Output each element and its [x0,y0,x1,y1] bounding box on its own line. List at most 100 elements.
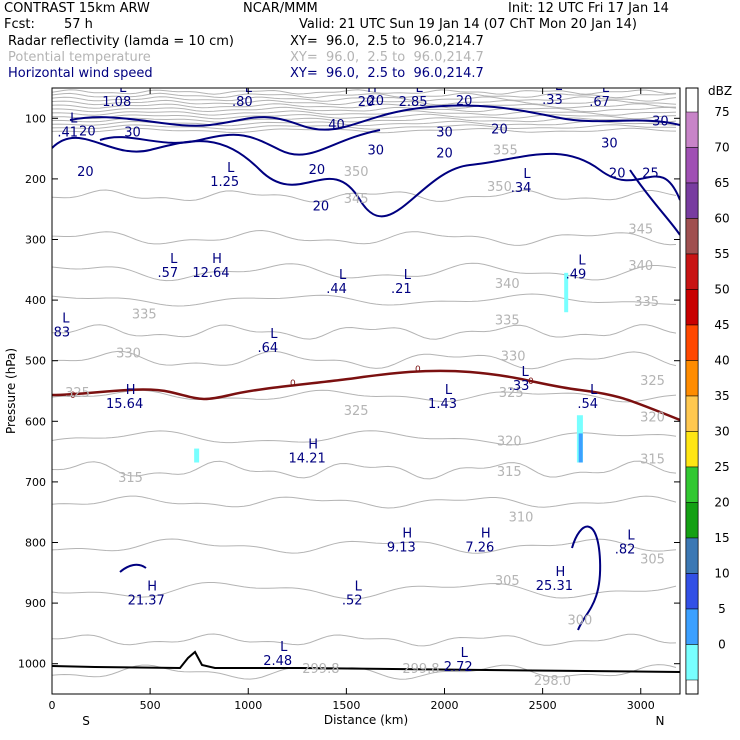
theta-contour-dense [52,113,677,120]
terrain [52,650,680,673]
valid-time: Valid: 21 UTC Sun 19 Jan 14 (07 ChT Mon … [299,17,637,32]
x-axis-label: Distance (km) [324,713,408,727]
theta-contour-label: 310 [509,510,534,525]
extremum-type: L [62,311,70,326]
theta-contour [52,189,677,203]
x-tick-label: 1000 [234,699,262,712]
colorbar-swatch [685,466,699,503]
y-tick-label: 800 [25,537,46,550]
extremum-type: L [170,252,178,267]
colorbar-label: 30 [714,425,729,439]
extremum-value: .44 [326,282,347,297]
extremum-value: 14.21 [289,452,326,467]
theta-contour-label: 299.8 [402,662,439,677]
zero-contour [52,369,680,422]
wind-contour-label: 20 [456,94,473,109]
extremum-type: L [227,161,235,176]
wind-contour [571,525,602,631]
extremum-type: H [402,527,412,542]
extremum-value: 12.64 [192,266,229,281]
extremum-value: 1.25 [210,175,239,190]
wind-contour-label: 20 [313,199,330,214]
fcst-label: Fcst: [4,17,35,32]
extremum-value: .33 [542,93,563,108]
wind-contour-label: 30 [124,125,141,140]
extremum-value: .33 [509,379,530,394]
theta-contour-dense [52,103,676,109]
wind-contour-label: 40 [328,118,345,133]
x-tick-label: 2500 [529,699,557,712]
theta-contour-label: 350 [487,180,512,195]
colorbar-swatch [685,289,699,326]
extremum-type: H [212,252,222,267]
theta-contour [52,293,677,307]
terrain-line [52,650,680,673]
wind-contour-label: 30 [601,136,618,151]
theta-contour-label: 298.0 [534,674,571,689]
colorbar-label: 10 [714,567,729,581]
theta-contour-label: 325 [640,374,665,389]
model-title: CONTRAST 15km ARW [4,1,150,16]
theta-contour [52,350,677,370]
theta-contour-label: 340 [495,277,520,292]
y-tick-label: 600 [25,415,46,428]
extremum-type: L [415,81,423,96]
theta-contour-label: 315 [640,453,665,468]
extremum-value: .82 [615,542,636,557]
wind-contour-label: 20 [609,167,626,182]
y-tick-label: 500 [25,355,46,368]
colorbar-swatch [685,111,699,148]
wind-contour [119,563,147,573]
extremum-value: .52 [342,593,363,608]
theta-contour [52,538,677,554]
extremum-value: 21.37 [128,593,165,608]
theta-contour-label: 330 [116,347,141,362]
wind-contour-label: 30 [368,144,385,159]
extremum-type: L [355,579,363,594]
layer-reflectivity-xy: XY= 96.0, 2.5 to 96.0,214.7 [290,34,484,49]
extremum-type: L [445,383,453,398]
colorbar-swatch [685,573,699,610]
extremum-type: L [523,167,531,182]
extremum-type: L [70,111,78,126]
colorbar-swatch [685,147,699,184]
theta-contour-label: 315 [497,465,522,480]
center-name: NCAR/MMM [243,1,318,16]
theta-contour-label: 305 [495,574,520,589]
theta-contour-dense [52,127,677,134]
wind-contour-label: 30 [436,125,453,140]
extremum-type: L [339,268,347,283]
theta-contour-dense [52,96,677,102]
extremum-type: H [308,438,318,453]
theta-contour-label: 335 [634,295,659,310]
theta-contour-label: 350 [344,165,369,180]
colorbar-label: 60 [714,212,729,226]
theta-contour-dense [52,124,677,130]
theta-contour-label: 325 [344,404,369,419]
y-tick-label: 900 [25,597,46,610]
extremum-type: H [147,579,157,594]
colorbar-swatch [685,502,699,539]
extremum-value: 1.43 [428,397,457,412]
theta-contour [52,262,677,282]
extremum-value: 1.08 [102,95,131,110]
extremum-value: .64 [258,341,279,356]
theta-contour-dense [52,92,677,99]
theta-contour-dense [52,106,677,113]
colorbar-label: 50 [714,283,729,297]
theta-contour [52,582,677,600]
colorbar-label: 20 [714,496,729,510]
colorbar-label: 65 [714,176,729,190]
reflectivity-cell [194,448,200,463]
colorbar-label: 5 [718,602,726,616]
colorbar-swatch [685,431,699,468]
extremum-type: H [556,565,566,580]
colorbar-swatch [685,324,699,361]
extremum-type: L [578,253,586,268]
theta-contour-label: 355 [493,144,518,159]
wind-contour-label: 20 [436,147,453,162]
colorbar-label: 15 [714,531,729,545]
y-axis-label: Pressure (hPa) [4,348,18,434]
y-tick-label: 300 [25,234,46,247]
right-end-label: N [656,714,665,728]
